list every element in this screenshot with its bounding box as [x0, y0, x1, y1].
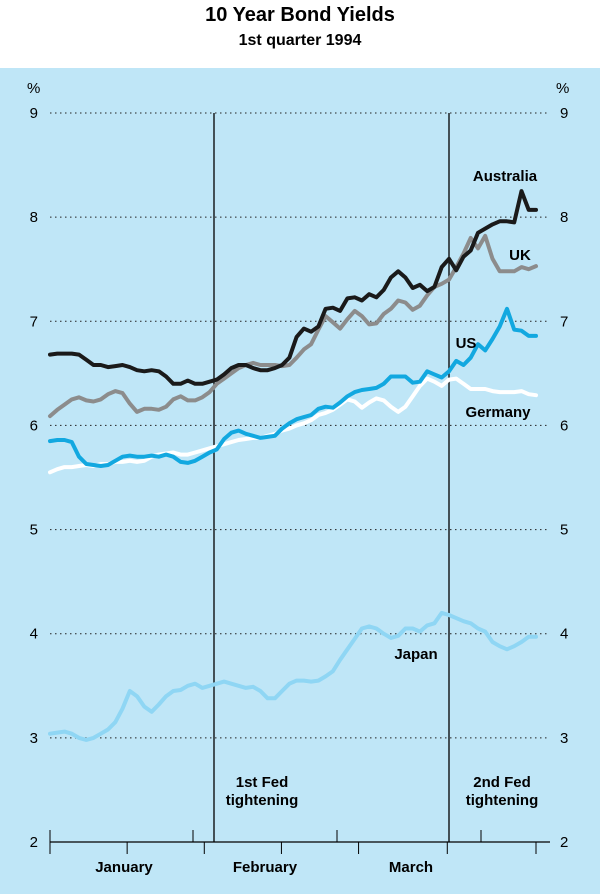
series-line-australia [48, 189, 538, 386]
month-label-february: February [233, 859, 298, 876]
event-label-2-line1: 2nd Fed [473, 774, 531, 791]
event-label-2-line2: tightening [466, 792, 538, 809]
y-tick-left-4: 4 [30, 626, 38, 643]
series-label-japan: Japan [394, 646, 437, 663]
series-label-uk: UK [509, 247, 531, 264]
y-tick-right-5: 5 [560, 522, 568, 539]
month-label-march: March [389, 859, 433, 876]
month-label-january: January [95, 859, 153, 876]
series-label-australia: Australia [473, 168, 538, 185]
series-label-germany: Germany [465, 404, 531, 421]
y-tick-left-5: 5 [30, 522, 38, 539]
y-unit-left: % [27, 80, 40, 97]
plot-background [0, 68, 600, 894]
y-tick-right-8: 8 [560, 209, 568, 226]
series-line-germany [48, 376, 538, 475]
y-tick-left-3: 3 [30, 730, 38, 747]
y-tick-left-9: 9 [30, 105, 38, 122]
y-tick-left-8: 8 [30, 209, 38, 226]
chart-subtitle: 1st quarter 1994 [238, 32, 362, 49]
y-tick-right-3: 3 [560, 730, 568, 747]
event-label-1-line1: 1st Fed [236, 774, 289, 791]
y-tick-right-7: 7 [560, 313, 568, 330]
y-tick-left-2: 2 [30, 834, 38, 851]
chart-title: 10 Year Bond Yields [205, 4, 395, 26]
y-tick-right-2: 2 [560, 834, 568, 851]
y-tick-right-6: 6 [560, 417, 568, 434]
series-line-japan [48, 610, 538, 742]
bond-yields-chart: 2 2 3 3 4 4 5 5 6 6 7 7 8 8 9 9% % January February March 1s… [0, 68, 600, 894]
y-tick-right-4: 4 [560, 626, 568, 643]
y-tick-right-9: 9 [560, 105, 568, 122]
y-tick-left-7: 7 [30, 313, 38, 330]
event-label-1-line2: tightening [226, 792, 298, 809]
y-unit-right: % [556, 80, 569, 97]
y-tick-left-6: 6 [30, 417, 38, 434]
series-label-us: US [456, 335, 477, 352]
series-line-us [48, 306, 538, 468]
